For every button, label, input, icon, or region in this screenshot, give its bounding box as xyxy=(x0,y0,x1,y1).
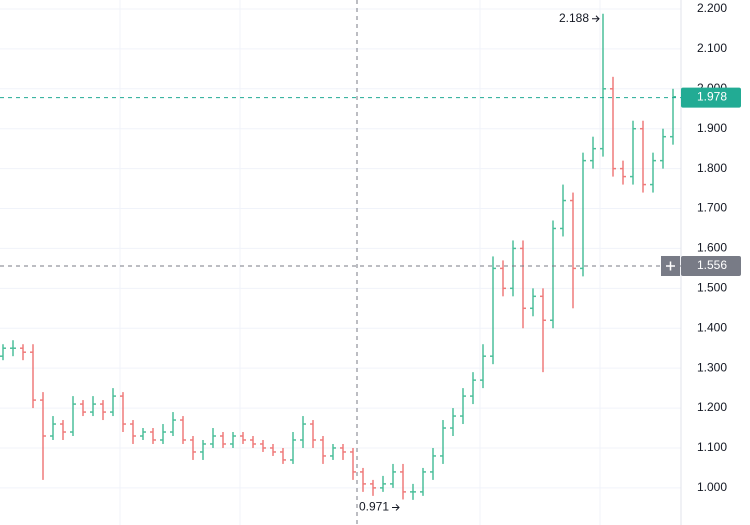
ohlc-bar xyxy=(310,420,316,448)
ohlc-bar xyxy=(630,120,636,185)
ohlc-bar xyxy=(230,432,236,448)
ohlc-bar xyxy=(10,340,16,357)
vertical-grid xyxy=(119,0,601,525)
ohlc-bar xyxy=(90,396,96,417)
ohlc-bar xyxy=(60,420,66,440)
ohlc-bar xyxy=(130,420,136,444)
low-annotation: 0.971 xyxy=(359,500,389,514)
y-tick-label: 1.000 xyxy=(697,480,727,494)
ohlc-bar xyxy=(390,463,396,488)
price-label: 1.556 xyxy=(697,258,727,272)
ohlc-bar xyxy=(420,467,426,496)
ohlc-bar xyxy=(580,152,586,277)
ohlc-bar xyxy=(560,184,566,237)
ohlc-bar xyxy=(50,416,56,440)
ohlc-bar xyxy=(660,128,666,169)
ohlc-bar xyxy=(330,443,336,460)
y-tick-label: 2.100 xyxy=(697,41,727,55)
ohlc-bar xyxy=(340,443,346,460)
ohlc-bar xyxy=(540,288,546,373)
ohlc-bar xyxy=(280,447,286,464)
y-tick-label: 1.600 xyxy=(697,241,727,255)
ohlc-bar xyxy=(640,120,646,193)
price-label-box xyxy=(681,255,741,276)
ohlc-bar xyxy=(80,400,86,417)
y-tick-label: 1.800 xyxy=(697,161,727,175)
ohlc-bar xyxy=(440,420,446,464)
ohlc-bar xyxy=(180,416,186,444)
y-tick-label: 1.500 xyxy=(697,281,727,295)
y-tick-label: 1.100 xyxy=(697,440,727,454)
ohlc-bar xyxy=(220,432,226,448)
ohlc-bar xyxy=(550,220,556,329)
ohlc-bar xyxy=(500,260,506,297)
ohlc-bar xyxy=(150,428,156,444)
ohlc-bar xyxy=(470,372,476,405)
ohlc-bar xyxy=(370,479,376,496)
ohlc-bar xyxy=(110,388,116,417)
grid xyxy=(0,8,681,489)
y-tick-label: 1.200 xyxy=(697,400,727,414)
plus-icon xyxy=(666,261,675,271)
ohlc-bar xyxy=(120,392,126,433)
y-tick-label: 1.300 xyxy=(697,360,727,374)
ohlc-bar xyxy=(610,76,616,177)
y-tick-label: 1.400 xyxy=(697,320,727,334)
ohlc-bar xyxy=(160,424,166,444)
ohlc-bar xyxy=(410,483,416,500)
price-label: 1.978 xyxy=(697,90,727,104)
arrow-icon xyxy=(392,504,400,511)
ohlc-bar xyxy=(0,344,6,361)
y-tick-label: 2.200 xyxy=(697,1,727,15)
ohlc-bar xyxy=(30,344,36,409)
ohlc-bar xyxy=(480,344,486,389)
ohlc-bar xyxy=(300,416,306,448)
ohlc-bar xyxy=(260,439,266,452)
ohlc-bar xyxy=(240,432,246,444)
ohlc-bar xyxy=(20,344,26,361)
ohlc-bar xyxy=(670,88,676,145)
ohlc-bar xyxy=(270,443,276,456)
arrow-icon xyxy=(592,15,600,23)
ohlc-bar xyxy=(450,408,456,437)
ohlc-bar xyxy=(570,192,576,309)
high-annotation: 2.188 xyxy=(559,11,589,25)
ohlc-bar xyxy=(600,13,606,157)
ohlc-bar xyxy=(650,152,656,193)
ohlc-bar xyxy=(100,400,106,421)
ohlc-bar xyxy=(200,439,206,460)
y-tick-label: 1.900 xyxy=(697,121,727,135)
ohlc-bar xyxy=(380,475,386,492)
ohlc-bar xyxy=(170,412,176,437)
ohlc-bar xyxy=(620,160,626,185)
ohlc-bar xyxy=(430,447,436,480)
ohlc-bar xyxy=(530,288,536,317)
ohlc-bar xyxy=(400,463,406,500)
ohlc-bar xyxy=(460,388,466,425)
ohlc-bar xyxy=(190,436,196,460)
ohlc-bar xyxy=(350,447,356,480)
ohlc-bar xyxy=(40,392,46,480)
ohlc-bar xyxy=(320,436,326,464)
price-label-box xyxy=(681,87,741,108)
ohlc-bar xyxy=(140,428,146,440)
ohlc-bar xyxy=(210,428,216,448)
ohlc-bar xyxy=(70,396,76,437)
ohlc-bar xyxy=(520,240,526,329)
ohlc-bar xyxy=(360,467,366,492)
ohlc-bar xyxy=(290,432,296,464)
ohlc-bar xyxy=(590,136,596,169)
ohlc-bar xyxy=(250,436,256,448)
y-tick-label: 1.700 xyxy=(697,201,727,215)
ohlc-bar xyxy=(510,240,516,297)
ohlc-bar xyxy=(490,256,496,365)
